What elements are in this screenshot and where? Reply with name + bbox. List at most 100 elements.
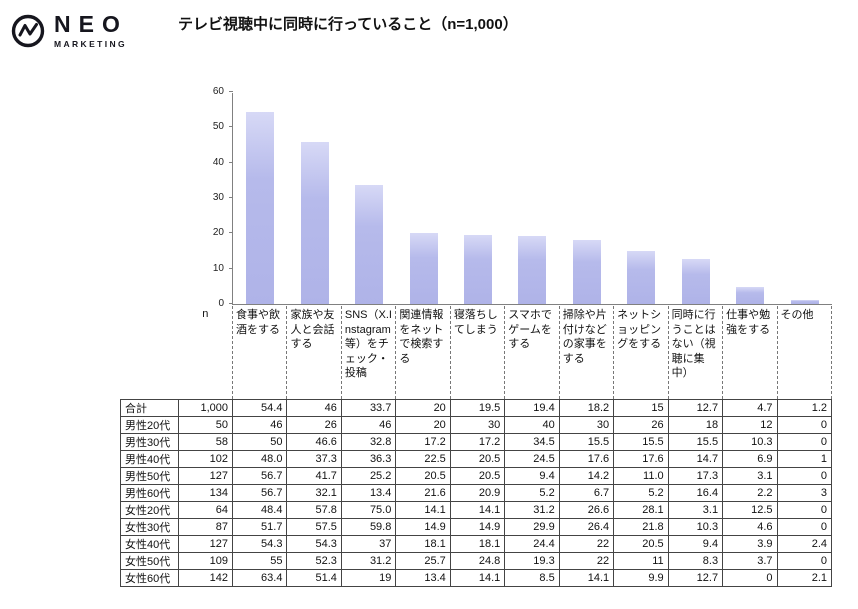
table-row: 男性50代 127 56.7 41.7 25.2 20.5 20.5 9.4 14.2 11.0 1… xyxy=(120,466,833,485)
y-tick-label: 10 xyxy=(212,262,224,274)
cell-value: 20.5 xyxy=(395,466,451,485)
cell-value: 18.2 xyxy=(558,398,615,417)
table-row: 男性20代 50 46 26 46 20 30 40 30 26 18 12 0 xyxy=(120,415,833,434)
cell-value: 56.7 xyxy=(231,483,288,502)
cell-value: 22 xyxy=(558,551,615,570)
cell-value: 10.3 xyxy=(722,432,778,451)
table-row: 女性30代 87 51.7 57.5 59.8 14.9 14.9 29.9 26.4 21.8 1… xyxy=(120,517,833,536)
y-tick-mark xyxy=(229,232,233,234)
cell-value: 17.3 xyxy=(667,466,724,485)
cell-value: 17.6 xyxy=(558,449,615,468)
cell-value: 9.4 xyxy=(667,534,724,553)
bar-slot xyxy=(342,93,396,304)
row-label: 男性40代 xyxy=(120,449,179,468)
y-tick-mark xyxy=(229,267,233,269)
cell-value: 54.3 xyxy=(286,534,342,553)
cell-value: 37.3 xyxy=(286,449,342,468)
logo-text: NEO MARKETING xyxy=(54,11,128,50)
row-label: 女性30代 xyxy=(120,517,179,536)
category-header-3: SNS（X.Instagram等）をチェック・投稿 xyxy=(341,306,397,399)
row-label: 男性20代 xyxy=(120,415,179,434)
cell-value: 3.9 xyxy=(722,534,778,553)
bar-slot xyxy=(723,93,777,304)
y-tick-label: 50 xyxy=(212,121,224,133)
cell-value: 20.5 xyxy=(449,449,506,468)
cell-value: 17.6 xyxy=(613,449,669,468)
cell-value: 3.1 xyxy=(722,466,778,485)
cell-value: 14.1 xyxy=(449,568,506,587)
category-header-8: ネットショッピングをする xyxy=(613,306,669,399)
cell-value: 20 xyxy=(395,398,451,417)
n-value: 109 xyxy=(178,551,233,570)
cell-value: 75.0 xyxy=(340,500,397,519)
bar-11 xyxy=(790,299,819,304)
cell-value: 14.1 xyxy=(395,500,451,519)
cell-value: 12.7 xyxy=(667,398,724,417)
cell-value: 1.2 xyxy=(776,398,833,417)
n-value: 64 xyxy=(178,500,233,519)
cell-value: 56.7 xyxy=(231,466,288,485)
category-header-5: 寝落ちしてしまう xyxy=(450,306,506,399)
category-header-6: スマホでゲームをする xyxy=(504,306,560,399)
n-column-header: n xyxy=(178,306,233,399)
cell-value: 37 xyxy=(340,534,397,553)
cell-value: 11.0 xyxy=(613,466,669,485)
cell-value: 14.1 xyxy=(449,500,506,519)
cell-value: 14.9 xyxy=(395,517,451,536)
cell-value: 50 xyxy=(231,432,288,451)
cell-value: 14.9 xyxy=(449,517,506,536)
cell-value: 8.3 xyxy=(667,551,724,570)
bar-1 xyxy=(246,111,275,304)
y-tick-label: 0 xyxy=(218,298,224,309)
cell-value: 15.5 xyxy=(667,432,724,451)
cell-value: 54.3 xyxy=(231,534,288,553)
cell-value: 48.0 xyxy=(231,449,288,468)
cell-value: 14.1 xyxy=(558,568,615,587)
cell-value: 32.1 xyxy=(286,483,342,502)
cell-value: 4.7 xyxy=(722,398,778,417)
cell-value: 19.3 xyxy=(504,551,560,570)
cell-value: 26.4 xyxy=(558,517,615,536)
category-header-1: 食事や飲酒をする xyxy=(232,306,288,399)
cell-value: 46.6 xyxy=(286,432,342,451)
cell-value: 0 xyxy=(776,500,833,519)
bar-slot xyxy=(560,93,614,304)
y-tick-mark xyxy=(229,161,233,163)
n-value: 127 xyxy=(178,466,233,485)
table-row: 男性30代 58 50 46.6 32.8 17.2 17.2 34.5 15.5 15.5 15.… xyxy=(120,432,833,451)
row-label: 女性40代 xyxy=(120,534,179,553)
row-label: 男性30代 xyxy=(120,432,179,451)
cell-value: 15 xyxy=(613,398,669,417)
cell-value: 25.7 xyxy=(395,551,451,570)
plot-area xyxy=(233,93,832,304)
cell-value: 5.2 xyxy=(613,483,669,502)
cell-value: 33.7 xyxy=(340,398,397,417)
cell-value: 6.9 xyxy=(722,449,778,468)
cell-value: 5.2 xyxy=(504,483,560,502)
data-table: n 食事や飲酒をする 家族や友人と会話する SNS（X.Instagram等）をチェッ… xyxy=(120,306,833,587)
bar-slot xyxy=(505,93,559,304)
cell-value: 52.3 xyxy=(286,551,342,570)
bar-2 xyxy=(300,141,329,304)
cell-value: 22.5 xyxy=(395,449,451,468)
cell-value: 20.9 xyxy=(449,483,506,502)
cell-value: 14.2 xyxy=(558,466,615,485)
bar-slot xyxy=(614,93,668,304)
cell-value: 12 xyxy=(722,415,778,434)
chart-title: テレビ視聴中に同時に行っていること（n=1,000） xyxy=(178,16,518,33)
cell-value: 57.8 xyxy=(286,500,342,519)
bar-10 xyxy=(736,287,765,304)
bar-4 xyxy=(409,233,438,304)
cell-value: 29.9 xyxy=(504,517,560,536)
row-label: 合計 xyxy=(120,398,179,417)
cell-value: 12.5 xyxy=(722,500,778,519)
cell-value: 51.4 xyxy=(286,568,342,587)
cell-value: 32.8 xyxy=(340,432,397,451)
category-header-11: その他 xyxy=(777,306,833,399)
logo-brand-subtext: MARKETING xyxy=(54,39,128,49)
cell-value: 24.5 xyxy=(504,449,560,468)
cell-value: 9.9 xyxy=(613,568,669,587)
logo-brand-name: NEO xyxy=(54,11,128,37)
cell-value: 13.4 xyxy=(395,568,451,587)
